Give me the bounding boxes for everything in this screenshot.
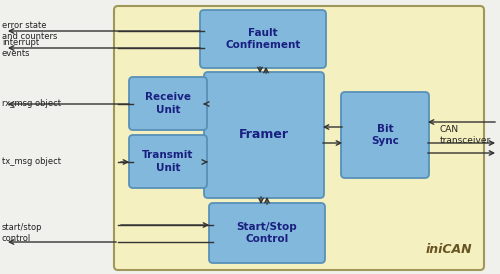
Text: error state
and counters: error state and counters (2, 21, 58, 41)
Text: interrupt
events: interrupt events (2, 38, 39, 58)
Text: CAN
transceiver: CAN transceiver (440, 125, 491, 145)
Text: Framer: Framer (239, 129, 289, 141)
Text: Bit
Sync: Bit Sync (371, 124, 399, 146)
Text: Fault
Confinement: Fault Confinement (226, 28, 300, 50)
FancyBboxPatch shape (341, 92, 429, 178)
FancyBboxPatch shape (129, 77, 207, 130)
Text: Start/Stop
Control: Start/Stop Control (236, 222, 298, 244)
Text: Transmit
Unit: Transmit Unit (142, 150, 194, 173)
Text: Receive
Unit: Receive Unit (145, 92, 191, 115)
Text: iniCAN: iniCAN (426, 243, 472, 256)
FancyBboxPatch shape (114, 6, 484, 270)
Text: rx_msg object: rx_msg object (2, 99, 61, 109)
FancyBboxPatch shape (200, 10, 326, 68)
FancyBboxPatch shape (204, 72, 324, 198)
FancyBboxPatch shape (129, 135, 207, 188)
FancyBboxPatch shape (209, 203, 325, 263)
Text: start/stop
control: start/stop control (2, 223, 42, 243)
Text: tx_msg object: tx_msg object (2, 158, 61, 167)
